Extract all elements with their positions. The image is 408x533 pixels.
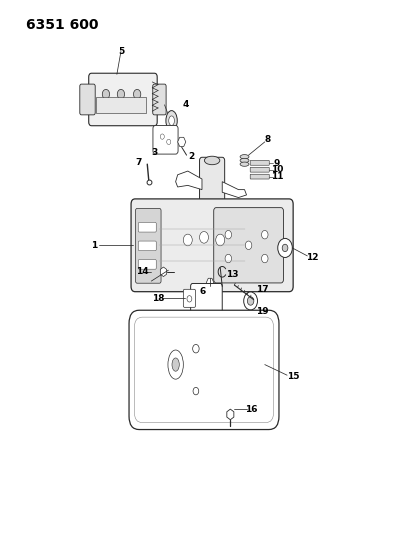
Circle shape [193,344,199,353]
Ellipse shape [240,162,249,166]
Text: 10: 10 [271,166,283,174]
FancyBboxPatch shape [89,73,157,126]
Polygon shape [177,138,186,147]
Circle shape [225,230,232,239]
FancyBboxPatch shape [214,208,284,283]
Text: 12: 12 [306,253,319,262]
Circle shape [102,90,110,99]
Circle shape [183,234,192,246]
FancyBboxPatch shape [138,241,156,251]
Ellipse shape [204,156,220,165]
Circle shape [187,296,192,302]
FancyBboxPatch shape [135,208,161,283]
FancyBboxPatch shape [183,289,195,308]
Circle shape [133,90,141,99]
Ellipse shape [168,350,183,379]
Circle shape [200,231,208,243]
Text: 13: 13 [226,270,239,279]
Text: 8: 8 [265,135,271,144]
Circle shape [160,134,164,139]
Circle shape [282,244,288,252]
Ellipse shape [166,111,177,131]
Polygon shape [227,409,234,419]
Text: 9: 9 [274,159,280,167]
Circle shape [245,241,252,249]
Circle shape [278,238,293,257]
Polygon shape [222,182,246,198]
Text: 2: 2 [189,152,195,161]
Text: 17: 17 [257,285,269,294]
Text: 19: 19 [257,307,269,316]
Circle shape [225,254,232,263]
FancyBboxPatch shape [250,160,269,165]
Ellipse shape [172,358,179,371]
FancyBboxPatch shape [200,157,225,212]
FancyBboxPatch shape [131,199,293,292]
Polygon shape [160,267,166,277]
Text: 3: 3 [151,148,157,157]
Text: 7: 7 [135,158,142,166]
Text: 15: 15 [287,372,299,381]
Circle shape [244,292,257,310]
FancyBboxPatch shape [138,222,156,232]
Polygon shape [175,171,202,190]
Circle shape [216,234,225,246]
Ellipse shape [240,158,249,163]
Text: 16: 16 [245,405,258,414]
FancyBboxPatch shape [191,284,222,314]
Text: 5: 5 [118,47,124,56]
Circle shape [117,90,124,99]
Circle shape [193,387,199,395]
Polygon shape [206,278,214,287]
FancyBboxPatch shape [138,260,156,269]
FancyBboxPatch shape [250,174,269,179]
Text: 1: 1 [91,241,97,250]
Circle shape [262,230,268,239]
FancyBboxPatch shape [95,97,146,113]
Text: 11: 11 [271,172,283,181]
Text: 4: 4 [182,100,189,109]
FancyBboxPatch shape [250,167,269,172]
Circle shape [262,254,268,263]
Text: 6: 6 [200,287,206,296]
Circle shape [167,139,171,144]
Circle shape [247,297,254,305]
Ellipse shape [240,155,249,159]
FancyBboxPatch shape [129,310,279,430]
Text: 18: 18 [152,294,164,303]
Text: 14: 14 [136,268,149,276]
Text: 6351 600: 6351 600 [26,18,98,33]
Ellipse shape [169,116,174,125]
FancyBboxPatch shape [153,84,166,115]
FancyBboxPatch shape [153,125,178,154]
FancyBboxPatch shape [80,84,95,115]
